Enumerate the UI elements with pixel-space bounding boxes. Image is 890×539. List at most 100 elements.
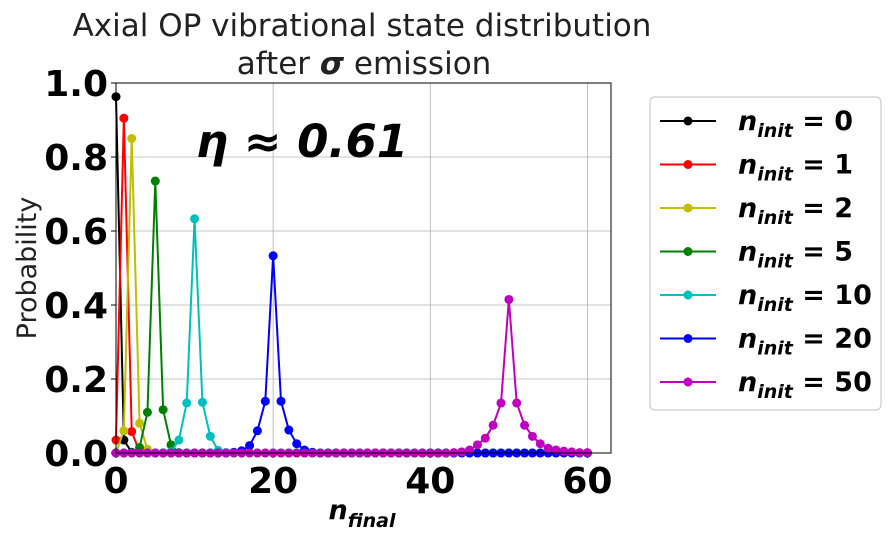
legend-entry-0: ninit = 0 <box>660 106 853 142</box>
legend-entry-20: ninit = 20 <box>660 324 872 360</box>
legend-swatch-marker <box>683 116 693 126</box>
series-line <box>116 217 588 454</box>
legend-label: ninit = 10 <box>738 280 872 316</box>
legend-label-subscript: init <box>757 120 794 142</box>
data-point <box>119 426 129 436</box>
x-axis-label-subscript: final <box>348 510 396 532</box>
legend-entry-10: ninit = 10 <box>660 280 872 316</box>
legend-label: ninit = 5 <box>738 237 853 273</box>
legend-entry-2: ninit = 2 <box>660 193 853 229</box>
chart-title-line1: Axial OP vibrational state distribution <box>73 8 652 44</box>
legend-label: ninit = 20 <box>738 324 872 360</box>
series-10 <box>111 214 592 458</box>
data-point <box>465 445 475 455</box>
y-tick-label: 0.4 <box>44 286 108 327</box>
data-point <box>252 426 262 436</box>
legend-label-subscript: init <box>757 164 794 186</box>
legend-label-value: = 5 <box>793 237 853 268</box>
x-axis-label-main: n <box>328 495 347 526</box>
data-point <box>567 447 577 457</box>
series-line <box>116 254 588 454</box>
data-point <box>127 134 137 143</box>
series-line <box>116 298 588 454</box>
legend-label-main: n <box>738 237 757 268</box>
data-point <box>276 396 286 406</box>
data-point <box>135 418 145 428</box>
legend-label-main: n <box>738 150 757 181</box>
chart-title-line2: after σ emission <box>237 46 492 82</box>
legend-label: ninit = 1 <box>738 150 853 186</box>
legend-swatch-marker <box>683 160 693 169</box>
x-axis-label: nfinal <box>328 495 396 532</box>
series-20 <box>111 251 592 458</box>
legend-entry-1: ninit = 1 <box>660 150 853 186</box>
legend-swatch-marker <box>683 290 693 300</box>
data-point <box>150 176 160 186</box>
data-point <box>142 407 152 417</box>
title-suffix: emission <box>344 46 491 82</box>
x-tick-label: 40 <box>405 461 455 502</box>
data-point <box>559 446 569 456</box>
y-tick-labels: 0.0 0.2 0.4 0.6 0.8 1.0 <box>44 64 116 475</box>
y-tick-label: 0.6 <box>44 212 108 253</box>
legend-label-value: = 1 <box>793 150 853 181</box>
x-tick-labels: 0 20 40 60 <box>103 453 612 502</box>
data-point <box>119 113 129 123</box>
legend-label-main: n <box>738 106 757 137</box>
x-tick-label: 60 <box>562 461 612 502</box>
data-point <box>535 439 545 449</box>
data-point <box>292 439 302 449</box>
legend-label-value: = 20 <box>793 324 872 355</box>
data-point <box>158 405 168 415</box>
data-point <box>527 431 537 441</box>
legend-label-main: n <box>738 193 757 224</box>
legend-entry-50: ninit = 50 <box>660 367 872 403</box>
legend-label-main: n <box>738 324 757 355</box>
legend-swatch-marker <box>683 377 693 387</box>
data-point <box>127 427 137 437</box>
data-point <box>520 420 530 430</box>
legend-label-value: = 10 <box>793 280 872 311</box>
legend-label: ninit = 50 <box>738 367 872 403</box>
title-sigma-symbol: σ <box>320 46 345 82</box>
legend-label-value: = 0 <box>793 106 853 137</box>
data-point <box>551 445 561 455</box>
legend-label: ninit = 2 <box>738 193 853 229</box>
data-point <box>512 398 522 408</box>
legend-frame <box>649 96 882 411</box>
legend-label-main: n <box>738 367 757 398</box>
y-tick-label: 0.2 <box>44 360 108 401</box>
legend-label-value: = 2 <box>793 193 853 224</box>
y-axis-label: Probability <box>12 197 43 340</box>
legend-swatch-marker <box>683 334 693 343</box>
legend-label-value: = 50 <box>793 367 872 398</box>
legend-swatch-marker <box>683 247 693 256</box>
y-tick-label: 0.8 <box>44 138 108 179</box>
data-point <box>488 420 498 430</box>
y-tick-label: 0.0 <box>44 434 108 475</box>
data-point <box>268 251 278 261</box>
efficiency-annotation: η ≈ 0.61 <box>196 115 408 168</box>
title-prefix: after <box>237 46 320 82</box>
legend-label-subscript: init <box>757 251 794 273</box>
data-point <box>543 443 553 453</box>
data-point <box>197 397 207 407</box>
data-point <box>174 435 184 445</box>
legend-label: ninit = 0 <box>738 106 853 142</box>
data-point <box>496 398 506 408</box>
series-line <box>116 180 588 454</box>
data-point <box>457 447 467 457</box>
data-point <box>190 214 200 224</box>
y-tick-label: 1.0 <box>44 64 108 105</box>
data-point <box>480 433 490 443</box>
legend-label-subscript: init <box>757 381 794 403</box>
x-tick-label: 0 <box>103 461 128 502</box>
data-point <box>504 294 514 304</box>
data-point <box>205 431 215 441</box>
data-point <box>245 441 255 451</box>
x-tick-label: 20 <box>248 461 298 502</box>
data-point <box>284 425 294 435</box>
legend-swatch-marker <box>683 203 693 213</box>
legend-label-subscript: init <box>757 338 794 360</box>
